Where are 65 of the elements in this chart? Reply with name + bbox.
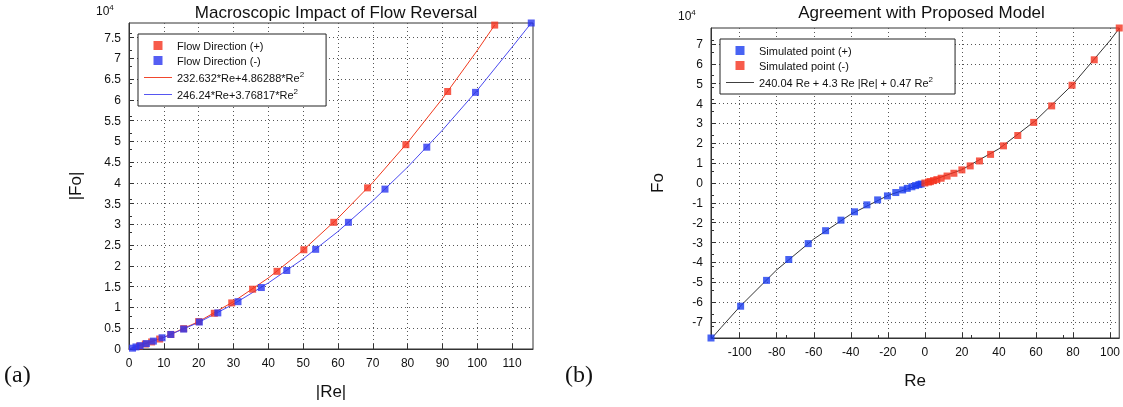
y-tick-label: -2 <box>692 215 704 230</box>
y-tick-label: 7.5 <box>104 30 122 45</box>
y-tick-label: 7 <box>114 51 122 66</box>
y-tick-label: 0 <box>696 176 704 190</box>
y-tick-label: 4 <box>114 175 122 190</box>
x-tick-label: -80 <box>768 345 786 359</box>
y-tick-label: 1 <box>696 156 704 171</box>
y-tick-label: 2 <box>114 258 122 273</box>
y-tick-label: 1.5 <box>104 279 122 294</box>
x-tick-label: -20 <box>879 345 897 359</box>
x-tick-label: 110 <box>502 356 522 370</box>
y-tick-label: 5.5 <box>104 113 122 128</box>
y-tick-label: 7 <box>696 36 704 51</box>
x-tick-label: 70 <box>366 356 380 370</box>
text: (a) <box>4 361 31 387</box>
x-tick-label: 30 <box>226 356 241 370</box>
y-tick-label: 2 <box>696 136 704 151</box>
x-tick-label: 80 <box>400 356 415 370</box>
x-tick-label: 100 <box>1099 345 1121 359</box>
y-tick-label: 4.5 <box>104 155 122 170</box>
y-tick-label: -5 <box>692 275 704 290</box>
x-tick-label: -100 <box>727 345 753 359</box>
x-axis-title: |Re| <box>315 382 347 401</box>
legend-label: Simulated point (-) <box>759 59 849 72</box>
x-tick-label: -40 <box>842 345 860 359</box>
y-tick-label: -4 <box>692 255 704 270</box>
x-tick-label: 80 <box>1066 345 1080 359</box>
y-tick-label: 3 <box>114 217 122 232</box>
y-tick-label: 3 <box>696 116 704 131</box>
x-tick-label: 10 <box>157 356 171 370</box>
text: (b) <box>565 361 593 387</box>
x-tick-label: 0 <box>921 345 929 359</box>
x-tick-label: 100 <box>467 356 488 370</box>
y-tick-label: 6.5 <box>104 72 122 87</box>
y-tick-label: 1 <box>114 300 122 315</box>
x-tick-label: 40 <box>992 345 1006 359</box>
x-axis-title: Re <box>904 371 926 390</box>
y-tick-label: -6 <box>692 295 704 310</box>
chart-title: Agreement with Proposed Model <box>798 3 1045 22</box>
y-tick-label: -3 <box>692 235 704 250</box>
x-tick-label: 40 <box>261 356 276 370</box>
x-tick-label: 60 <box>1029 345 1043 359</box>
y-tick-label: 6 <box>696 56 704 71</box>
y-axis-title: |Fo| <box>66 171 85 201</box>
x-tick-label: 50 <box>296 356 311 370</box>
y-tick-label: 5 <box>114 134 122 149</box>
y-tick-label: 3.5 <box>104 196 122 211</box>
x-tick-label: 20 <box>191 356 206 370</box>
x-tick-label: 60 <box>331 356 345 370</box>
x-tick-label: -60 <box>805 345 823 359</box>
y-tick-label: 4 <box>696 96 704 111</box>
y-axis-title: Fo <box>648 173 667 193</box>
x-tick-label: 20 <box>955 345 969 359</box>
legend-label: Flow Direction (-) <box>177 54 261 67</box>
y-tick-label: -7 <box>692 315 704 330</box>
legend-label: Simulated point (+) <box>759 44 852 57</box>
y-tick-label: 2.5 <box>104 238 122 253</box>
legend-label: Flow Direction (+) <box>177 39 264 52</box>
x-tick-label: 90 <box>435 356 450 370</box>
y-tick-label: 5 <box>696 76 704 91</box>
y-tick-label: -1 <box>692 195 704 210</box>
chart-title: Macroscopic Impact of Flow Reversal <box>194 3 478 22</box>
y-tick-label: 0.5 <box>104 321 122 336</box>
x-tick-label: 0 <box>125 356 133 370</box>
y-tick-label: 6 <box>114 92 122 107</box>
